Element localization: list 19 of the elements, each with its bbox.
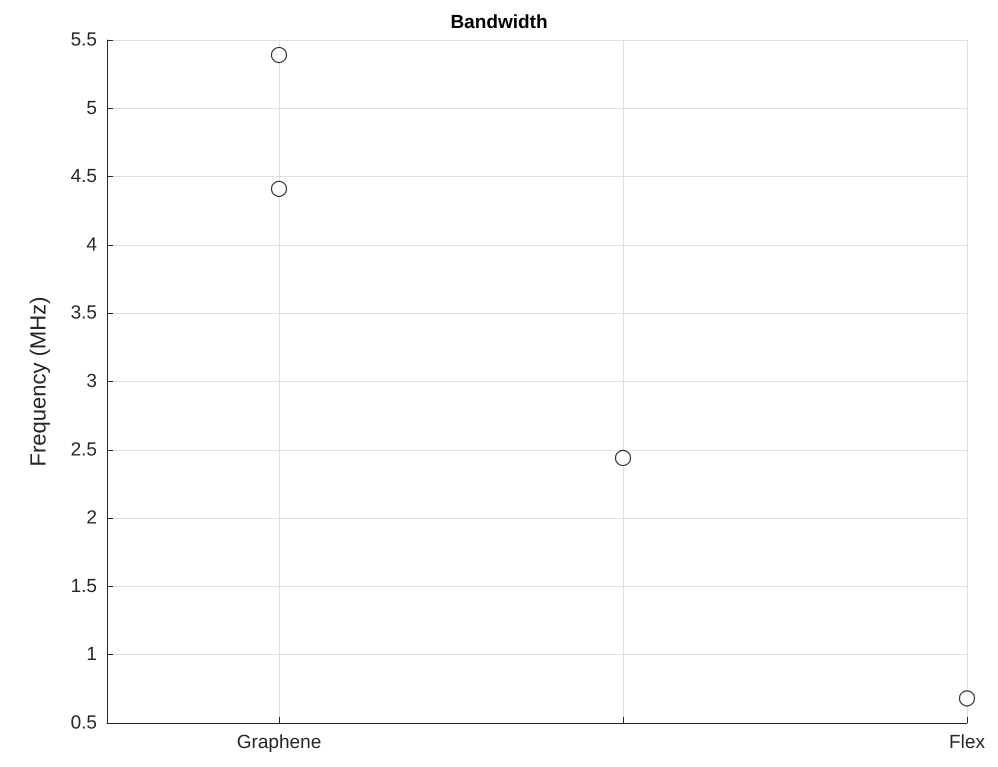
- y-tick-label: 2: [86, 508, 97, 529]
- x-tick-label: Graphene: [236, 732, 322, 753]
- y-tick-label: 5.5: [70, 30, 97, 50]
- point: [270, 180, 288, 197]
- y-tick-label: 4: [86, 234, 98, 256]
- point: [958, 690, 976, 707]
- y-tick-label: 5: [86, 98, 97, 119]
- y-tick-label: 4.5: [70, 166, 97, 188]
- y-tick-label: 3: [86, 371, 97, 392]
- point: [614, 450, 632, 466]
- chart-title: Bandwidth: [450, 12, 548, 33]
- y-tick-label: 0.5: [70, 712, 97, 734]
- y-axis-title: Frequency (MHz): [26, 296, 50, 466]
- y-tick-label: 1: [86, 644, 97, 666]
- point: [270, 46, 288, 64]
- y-tick-label: 2.5: [70, 439, 97, 460]
- x-tick-label: Flex: [949, 732, 986, 753]
- y-tick-label: 3.5: [70, 302, 97, 324]
- y-tick-label: 1.5: [70, 576, 97, 597]
